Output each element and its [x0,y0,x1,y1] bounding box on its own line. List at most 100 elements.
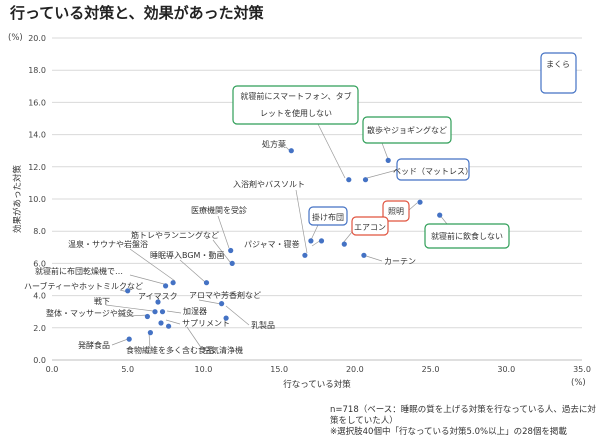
point-label: 掛け布団 [312,212,344,222]
label-leader-line [317,123,346,179]
y-axis-title: 効果があった対策 [12,165,23,234]
label-leader-line [186,326,203,350]
callout-box [232,85,359,125]
x-tick-label: 35.0 [573,365,591,374]
x-axis-title: 行なっている対策 [283,379,351,390]
label-leader-line [165,319,181,325]
x-unit-label: (%) [571,378,586,388]
point-label: 照明 [388,207,404,216]
label-leader-line [129,248,176,282]
data-point [126,336,132,342]
x-tick-label: 20.0 [346,365,364,374]
y-tick-label: 2.0 [33,324,46,333]
chart-title: 行っている対策と、効果があった対策 [10,4,264,22]
footnote-sample: n=718（ベース：睡眠の質を上げる対策を行なっている人、過去に対策をしていた人… [330,405,596,426]
x-tick-label: 25.0 [422,365,440,374]
point-label: 医療機関を受診 [191,205,247,215]
label-leader-line [217,215,230,249]
data-point [155,299,161,305]
point-label: 加湿器 [183,306,207,316]
point-label: 睡眠導入BGM・動画 [150,250,224,260]
point-label: ハーブティーやホットミルクなど [24,281,143,291]
point-label: エアコン [354,223,386,232]
label-leader-line [408,202,418,211]
y-tick-label: 4.0 [33,292,46,301]
data-point [385,157,391,163]
data-point [346,177,352,183]
data-point [163,283,169,289]
data-point [308,238,314,244]
label-leader-line [129,274,165,285]
data-point [228,247,234,254]
point-label: アロマや芳香剤など [189,290,261,300]
point-label: アイマスク [138,292,178,301]
data-point [125,288,131,294]
point-label: 処方薬 [262,139,286,149]
y-tick-label: 20.0 [28,34,46,43]
point-label: 空気清浄機 [203,345,243,355]
label-leader-line [166,310,182,314]
callout-box [382,200,410,222]
data-point [203,280,210,286]
y-tick-label: 0.0 [33,356,46,365]
point-label: 就寝前に飲食しない [431,231,503,241]
label-leader-line [295,189,308,254]
x-tick-label: 30.0 [497,365,515,374]
data-point [147,330,153,336]
label-leader-line [148,332,151,349]
callout-box [540,52,577,94]
chart-footnote: n=718（ベース：睡眠の質を上げる対策を行なっている人、過去に対策をしていた人… [330,405,598,438]
point-label: パジャマ・寝巻 [244,239,300,249]
data-point [166,323,172,329]
point-label: まくら [546,60,570,69]
label-leader-line [285,146,290,151]
data-point [288,148,294,154]
data-point [152,309,158,315]
point-label: 食物繊維を多く含む食品 [126,345,214,355]
callout-box [308,206,348,226]
data-point [362,177,369,183]
y-tick-label: 18.0 [28,66,46,75]
label-leader-line [111,338,129,346]
label-leader-line [198,299,222,305]
callout-box [362,116,452,144]
point-label: 戦下 [94,296,110,306]
label-leader-line [225,305,250,326]
y-tick-label: 10.0 [28,195,46,204]
point-label: 就寝前に布団乾燥機で… [35,266,123,276]
x-tick-label: 0.0 [46,365,59,374]
y-tick-label: 12.0 [28,163,46,172]
data-point [158,320,164,326]
data-point [302,252,308,258]
label-leader-line [366,169,398,179]
data-point [219,301,225,307]
point-label: 就寝前にスマートフォン、タブ [240,91,351,101]
data-point [144,313,150,320]
x-tick-label: 5.0 [121,365,134,374]
data-point [318,238,325,244]
label-leader-line [310,224,319,241]
data-point [361,252,367,258]
label-leader-line [212,239,231,263]
callout-box [424,223,510,249]
point-label: レットを使用しない [260,108,332,118]
data-point [341,241,347,247]
y-tick-label: 8.0 [33,227,46,236]
data-point [417,199,423,205]
y-tick-label: 6.0 [33,259,46,268]
callout-box [396,158,470,181]
footnote-selection: ※選択肢40個中「行なっている対策5.0%以上」の28個を掲載 [330,427,567,437]
x-tick-label: 10.0 [195,365,213,374]
point-label: カーテン [384,257,416,266]
label-leader-line [179,259,206,283]
point-label: サプリメント [182,319,230,328]
point-label: 乳製品 [251,320,275,330]
point-label: ベッド（マットレス） [393,167,473,176]
y-unit-label: (%) [8,33,23,43]
x-tick-label: 15.0 [270,365,288,374]
label-leader-line [381,142,389,160]
data-point [229,260,235,266]
data-point [223,315,229,321]
data-point [170,280,176,286]
